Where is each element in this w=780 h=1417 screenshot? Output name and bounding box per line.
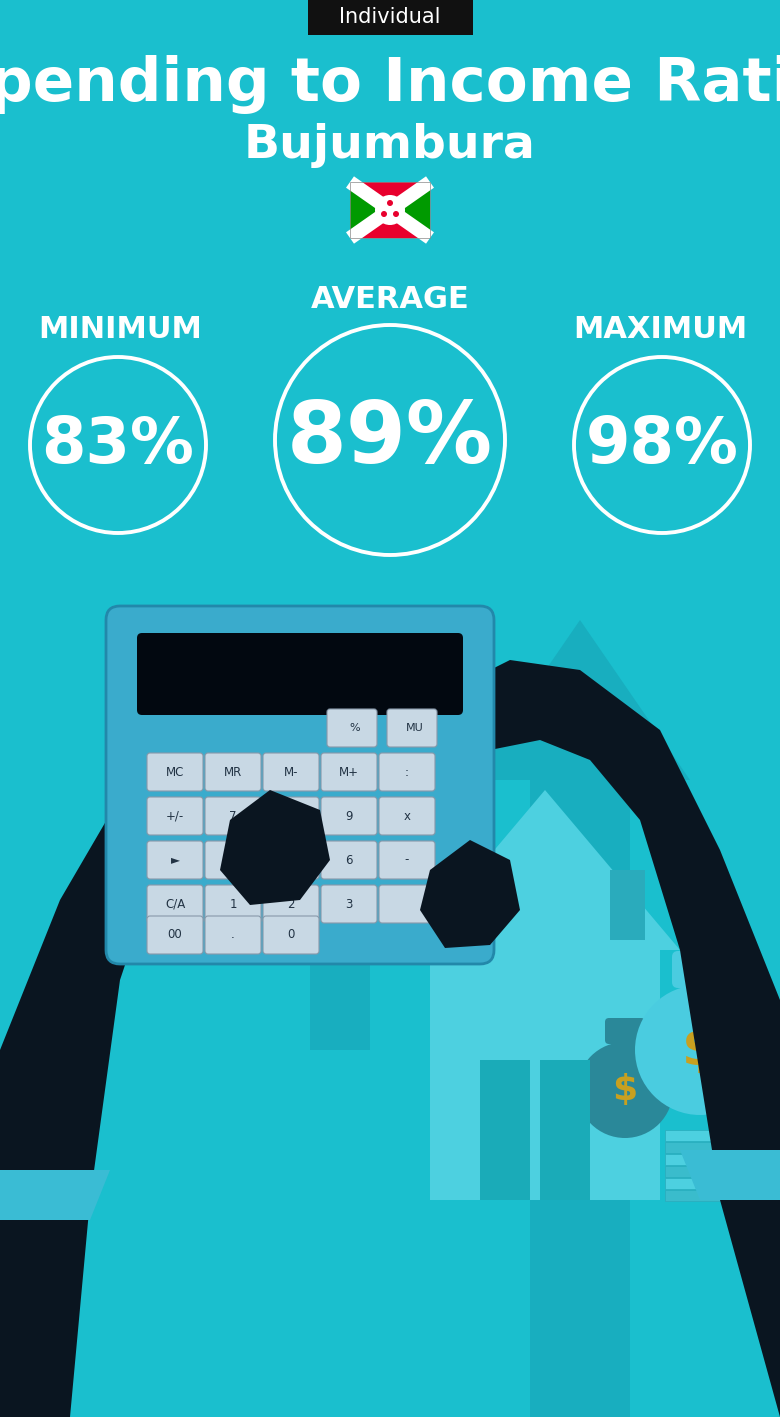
Text: 00: 00 [168, 928, 183, 941]
FancyBboxPatch shape [321, 752, 377, 791]
FancyBboxPatch shape [263, 915, 319, 954]
FancyBboxPatch shape [379, 886, 435, 922]
Text: 83%: 83% [41, 414, 194, 476]
Circle shape [375, 196, 405, 225]
Text: 7: 7 [229, 809, 237, 822]
Text: -: - [405, 853, 410, 867]
Polygon shape [680, 1151, 780, 1200]
FancyBboxPatch shape [672, 951, 728, 988]
Polygon shape [470, 621, 690, 1417]
Polygon shape [350, 210, 430, 238]
Polygon shape [390, 181, 430, 238]
FancyBboxPatch shape [205, 752, 261, 791]
FancyBboxPatch shape [137, 633, 463, 716]
Circle shape [381, 211, 387, 217]
FancyBboxPatch shape [379, 842, 435, 879]
Polygon shape [350, 181, 430, 210]
FancyBboxPatch shape [205, 915, 261, 954]
Text: 89%: 89% [287, 398, 493, 482]
FancyBboxPatch shape [665, 1166, 775, 1178]
Text: 3: 3 [346, 897, 353, 911]
FancyBboxPatch shape [665, 1129, 775, 1141]
FancyBboxPatch shape [205, 796, 261, 835]
Polygon shape [0, 1170, 110, 1220]
Polygon shape [610, 870, 645, 939]
Text: AVERAGE: AVERAGE [310, 285, 470, 315]
Text: MU: MU [406, 723, 424, 733]
FancyBboxPatch shape [147, 796, 203, 835]
Text: 8: 8 [287, 809, 295, 822]
FancyBboxPatch shape [147, 842, 203, 879]
Text: 0: 0 [287, 928, 295, 941]
FancyBboxPatch shape [263, 842, 319, 879]
Text: Bujumbura: Bujumbura [244, 122, 536, 167]
FancyBboxPatch shape [263, 752, 319, 791]
FancyBboxPatch shape [321, 842, 377, 879]
FancyBboxPatch shape [205, 842, 261, 879]
FancyBboxPatch shape [321, 796, 377, 835]
Text: MR: MR [224, 765, 242, 778]
FancyBboxPatch shape [665, 1153, 775, 1165]
Polygon shape [420, 840, 520, 948]
Text: +/-: +/- [166, 809, 184, 822]
Text: M+: M+ [339, 765, 359, 778]
FancyBboxPatch shape [665, 1142, 775, 1153]
Text: $: $ [682, 1024, 718, 1076]
Text: :: : [405, 765, 409, 778]
Text: 6: 6 [346, 853, 353, 867]
FancyBboxPatch shape [387, 708, 437, 747]
Text: 2: 2 [287, 897, 295, 911]
FancyBboxPatch shape [106, 606, 494, 964]
Text: MC: MC [166, 765, 184, 778]
Text: Spending to Income Ratio: Spending to Income Ratio [0, 55, 780, 115]
FancyBboxPatch shape [379, 752, 435, 791]
Circle shape [635, 985, 765, 1115]
FancyBboxPatch shape [307, 0, 473, 35]
Text: 9: 9 [346, 809, 353, 822]
FancyBboxPatch shape [665, 1190, 775, 1202]
FancyBboxPatch shape [263, 886, 319, 922]
Polygon shape [350, 181, 390, 238]
Text: M-: M- [284, 765, 298, 778]
Polygon shape [0, 700, 330, 1417]
Polygon shape [285, 660, 455, 850]
Text: 98%: 98% [586, 414, 739, 476]
Text: 5: 5 [287, 853, 295, 867]
Polygon shape [480, 1060, 530, 1200]
Text: Individual: Individual [339, 7, 441, 27]
FancyBboxPatch shape [147, 915, 203, 954]
FancyBboxPatch shape [205, 886, 261, 922]
FancyBboxPatch shape [263, 796, 319, 835]
Text: .: . [231, 928, 235, 941]
Text: C/A: C/A [165, 897, 185, 911]
Polygon shape [540, 1060, 590, 1200]
FancyBboxPatch shape [321, 886, 377, 922]
Text: $: $ [612, 1073, 637, 1107]
Text: x: x [403, 809, 410, 822]
FancyBboxPatch shape [379, 796, 435, 835]
Circle shape [393, 211, 399, 217]
Polygon shape [410, 791, 680, 949]
FancyBboxPatch shape [147, 752, 203, 791]
Text: ►: ► [171, 853, 179, 867]
Polygon shape [430, 949, 660, 1200]
Text: 4: 4 [229, 853, 237, 867]
Text: MINIMUM: MINIMUM [38, 316, 202, 344]
Text: %: % [349, 723, 360, 733]
Circle shape [387, 200, 393, 205]
Text: 1: 1 [229, 897, 237, 911]
Polygon shape [220, 791, 330, 905]
Polygon shape [270, 811, 410, 1050]
Polygon shape [450, 660, 780, 1417]
FancyBboxPatch shape [147, 886, 203, 922]
FancyBboxPatch shape [665, 1178, 775, 1189]
FancyBboxPatch shape [605, 1017, 645, 1044]
Text: MAXIMUM: MAXIMUM [573, 316, 747, 344]
FancyBboxPatch shape [327, 708, 377, 747]
Circle shape [577, 1041, 673, 1138]
